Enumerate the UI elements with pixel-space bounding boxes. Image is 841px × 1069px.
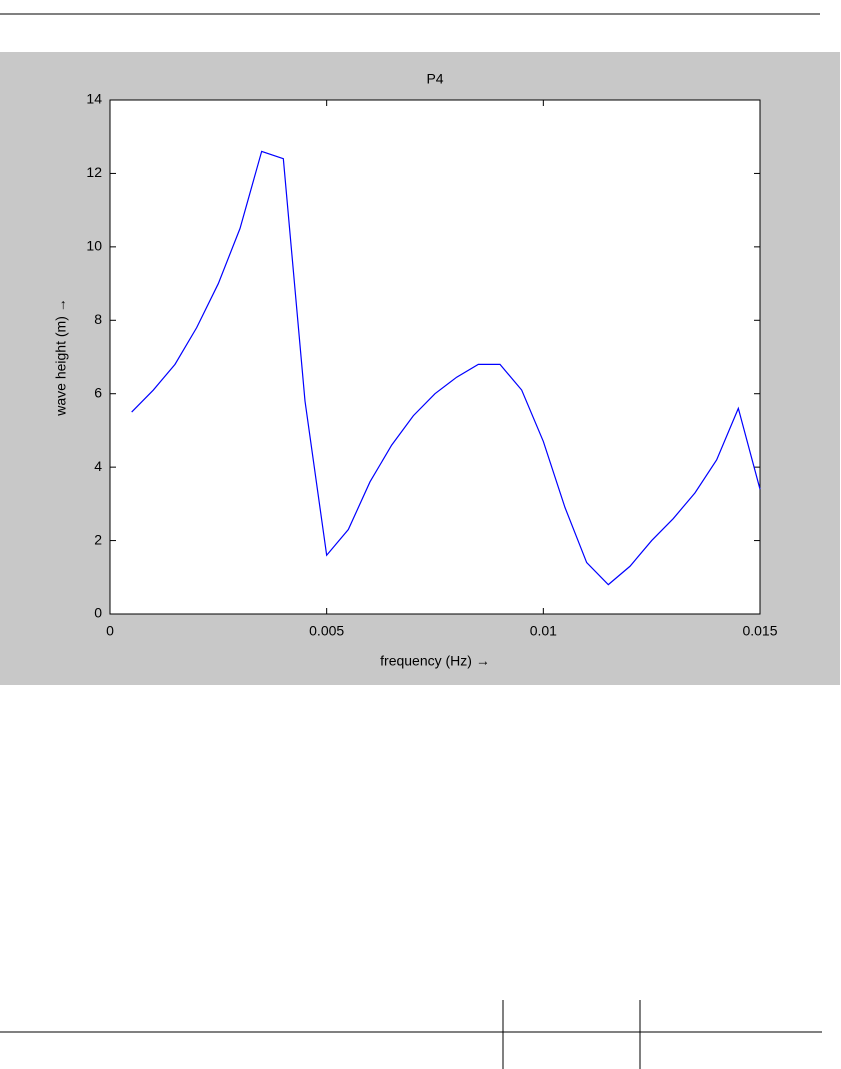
x-tick-label: 0.015 [742, 623, 777, 639]
y-tick-label: 8 [94, 311, 102, 327]
y-tick-label: 10 [86, 238, 102, 254]
x-tick-label: 0.005 [309, 623, 344, 639]
plot-area [109, 99, 761, 615]
x-axis-label: frequency (Hz) → [380, 653, 490, 669]
y-tick-label: 12 [86, 164, 102, 180]
chart-title: P4 [426, 71, 443, 87]
y-tick-label: 4 [94, 458, 102, 474]
y-tick-label: 0 [94, 605, 102, 621]
y-axis-label: wave height (m) → [53, 298, 69, 416]
y-tick-label: 6 [94, 384, 102, 400]
x-tick-label: 0.01 [530, 623, 557, 639]
y-tick-label: 14 [86, 91, 102, 107]
data-line [131, 150, 761, 586]
y-tick-label: 2 [94, 531, 102, 547]
x-tick-label: 0 [106, 623, 114, 639]
